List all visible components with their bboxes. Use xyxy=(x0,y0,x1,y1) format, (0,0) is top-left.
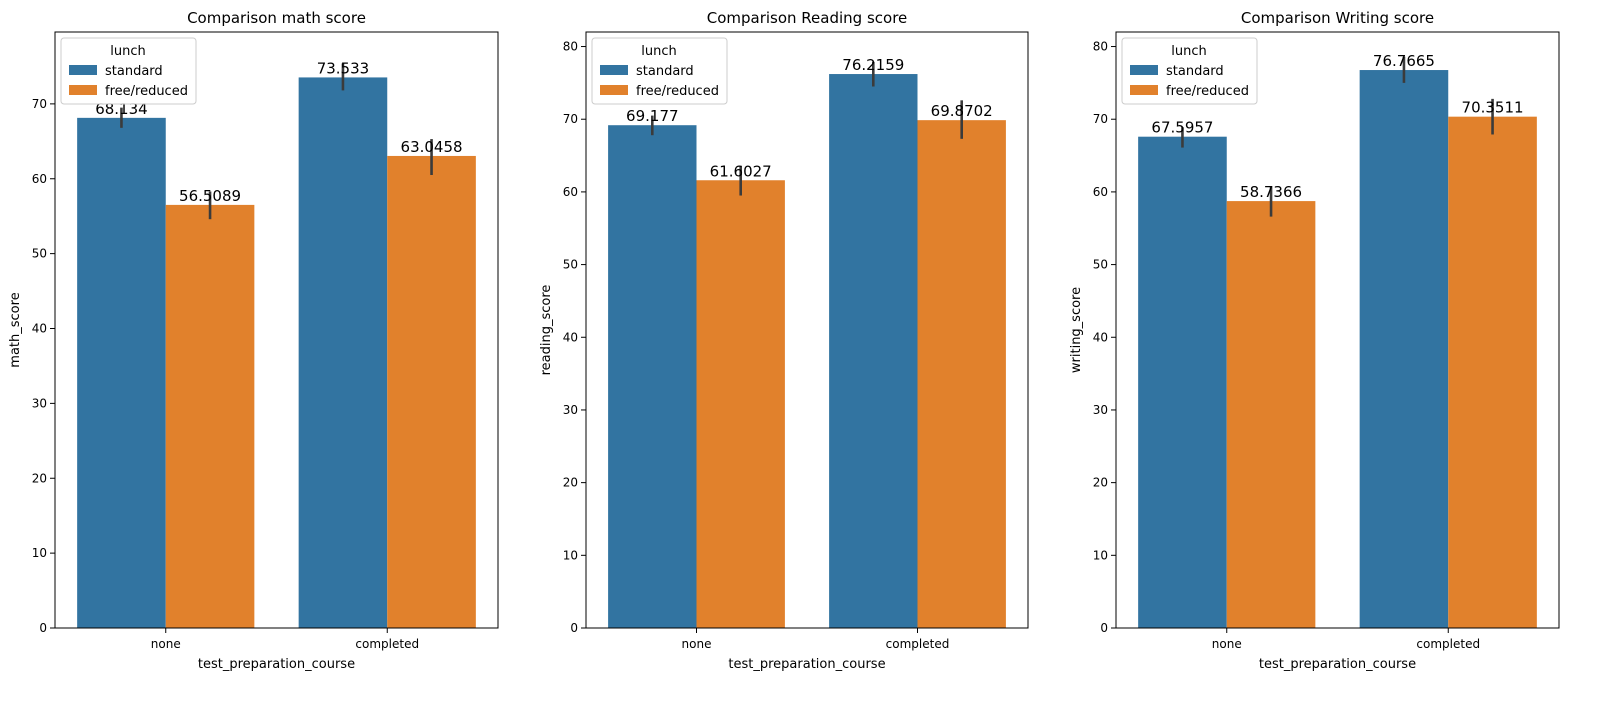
x-axis-label: test_preparation_course xyxy=(728,657,885,672)
data-label: 61.6027 xyxy=(710,162,772,180)
legend: lunch standard free/reduced xyxy=(591,37,728,105)
legend-label: free/reduced xyxy=(636,84,719,99)
data-label: 63.0458 xyxy=(401,138,463,156)
y-tick-label: 0 xyxy=(570,621,578,635)
y-tick-label: 70 xyxy=(1093,112,1108,126)
y-tick-label: 30 xyxy=(563,403,578,417)
data-label: 76.2159 xyxy=(842,56,904,74)
bar-free-reduced-completed xyxy=(387,155,476,628)
legend-title: lunch xyxy=(641,44,676,59)
plot-frame xyxy=(1115,31,1560,629)
legend-swatch xyxy=(600,65,628,75)
bar-free-reduced-none xyxy=(696,180,785,628)
data-label: 73.533 xyxy=(317,59,370,77)
y-axis-label: reading_score xyxy=(539,285,554,376)
x-tick-label: completed xyxy=(355,637,419,651)
data-label: 58.7366 xyxy=(1240,183,1302,201)
y-axis-label: math_score xyxy=(8,292,23,367)
legend-swatch xyxy=(69,65,97,75)
y-tick-label: 60 xyxy=(563,185,578,199)
bar-standard-none xyxy=(77,117,166,628)
x-tick-label: completed xyxy=(886,637,950,651)
data-label: 69.177 xyxy=(626,107,679,125)
bar-standard-none xyxy=(608,125,697,628)
data-label: 69.8702 xyxy=(931,102,993,120)
legend-swatch xyxy=(1130,85,1158,95)
bar-free-reduced-completed xyxy=(917,120,1006,628)
y-tick-label: 50 xyxy=(32,247,47,261)
chart-title: Comparison Writing score xyxy=(1241,9,1434,27)
legend-label: free/reduced xyxy=(105,84,188,99)
x-tick-label: none xyxy=(1212,637,1242,651)
chart-panel-2: Comparison Reading score 0 10 20 30 40 50 60 70 8… xyxy=(539,9,1029,672)
y-tick-label: 60 xyxy=(32,172,47,186)
y-tick-label: 50 xyxy=(563,258,578,272)
legend-title: lunch xyxy=(1171,44,1206,59)
y-tick-label: 0 xyxy=(1100,621,1108,635)
y-tick-label: 80 xyxy=(563,40,578,54)
bar-free-reduced-completed xyxy=(1448,116,1537,629)
plot-frame xyxy=(585,31,1029,629)
y-tick-label: 30 xyxy=(1093,403,1108,417)
x-tick-label: none xyxy=(682,637,712,651)
data-label: 67.5957 xyxy=(1151,119,1213,137)
chart-panel-3: Comparison Writing score 0 10 20 30 40 50 60 70 8… xyxy=(1069,9,1560,672)
y-tick-label: 20 xyxy=(563,476,578,490)
chart-panel-1: Comparison math score 0 10 20 30 40 50 60 70 math… xyxy=(8,9,499,672)
legend-label: free/reduced xyxy=(1166,84,1249,99)
legend-label: standard xyxy=(105,64,163,79)
bar-standard-completed xyxy=(298,77,388,629)
x-axis-label: test_preparation_course xyxy=(198,657,355,672)
y-tick-label: 80 xyxy=(1093,40,1108,54)
y-tick-label: 10 xyxy=(1093,548,1108,562)
legend-label: standard xyxy=(636,64,694,79)
y-tick-label: 40 xyxy=(32,322,47,336)
y-tick-label: 50 xyxy=(1093,258,1108,272)
legend-label: standard xyxy=(1166,64,1224,79)
y-tick-label: 10 xyxy=(563,548,578,562)
bar-standard-completed xyxy=(829,74,918,629)
x-tick-label: completed xyxy=(1416,637,1480,651)
y-tick-label: 60 xyxy=(1093,185,1108,199)
legend: lunch standard free/reduced xyxy=(1121,37,1258,105)
y-axis-label: writing_score xyxy=(1069,287,1084,373)
y-tick-label: 40 xyxy=(1093,330,1108,344)
y-tick-label: 20 xyxy=(1093,476,1108,490)
bar-standard-none xyxy=(1138,136,1227,628)
legend-swatch xyxy=(1130,65,1158,75)
y-tick-label: 70 xyxy=(563,112,578,126)
y-tick-label: 0 xyxy=(39,621,47,635)
legend-swatch xyxy=(600,85,628,95)
chart-title: Comparison Reading score xyxy=(707,9,908,27)
legend-swatch xyxy=(69,85,97,95)
chart-title: Comparison math score xyxy=(187,9,366,27)
y-tick-label: 40 xyxy=(563,330,578,344)
x-axis-label: test_preparation_course xyxy=(1259,657,1416,672)
plot-frame xyxy=(54,31,499,629)
y-tick-label: 30 xyxy=(32,396,47,410)
data-label: 70.3511 xyxy=(1462,99,1524,117)
legend: lunch standard free/reduced xyxy=(60,37,197,105)
x-tick-label: none xyxy=(151,637,181,651)
data-label: 76.7665 xyxy=(1373,52,1435,70)
bar-free-reduced-none xyxy=(165,204,255,628)
y-tick-label: 10 xyxy=(32,546,47,560)
y-tick-label: 20 xyxy=(32,471,47,485)
bar-standard-completed xyxy=(1359,70,1449,628)
legend-title: lunch xyxy=(110,44,145,59)
bar-free-reduced-none xyxy=(1226,201,1316,628)
y-tick-label: 70 xyxy=(32,97,47,111)
data-label: 56.5089 xyxy=(179,187,241,205)
